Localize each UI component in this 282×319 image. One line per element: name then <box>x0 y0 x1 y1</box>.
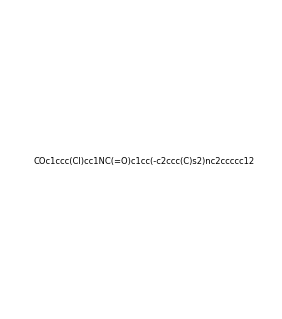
Text: COc1ccc(Cl)cc1NC(=O)c1cc(-c2ccc(C)s2)nc2ccccc12: COc1ccc(Cl)cc1NC(=O)c1cc(-c2ccc(C)s2)nc2… <box>34 157 255 166</box>
